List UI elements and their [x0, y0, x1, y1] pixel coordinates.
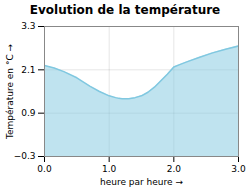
svg-text:−0.3: −0.3 — [14, 151, 36, 161]
svg-text:heure par heure →: heure par heure → — [100, 177, 183, 187]
svg-text:3.3: 3.3 — [21, 21, 35, 31]
svg-text:3.0: 3.0 — [231, 164, 246, 174]
svg-text:1.0: 1.0 — [102, 164, 117, 174]
svg-text:2.1: 2.1 — [21, 65, 35, 75]
svg-text:0.0: 0.0 — [37, 164, 52, 174]
svg-text:0.9: 0.9 — [21, 108, 36, 118]
html-text:Evolution de la température: Evolution de la température — [29, 3, 221, 17]
svg-text:2.0: 2.0 — [167, 164, 182, 174]
svg-text:Température en °C →: Température en °C → — [5, 43, 15, 140]
